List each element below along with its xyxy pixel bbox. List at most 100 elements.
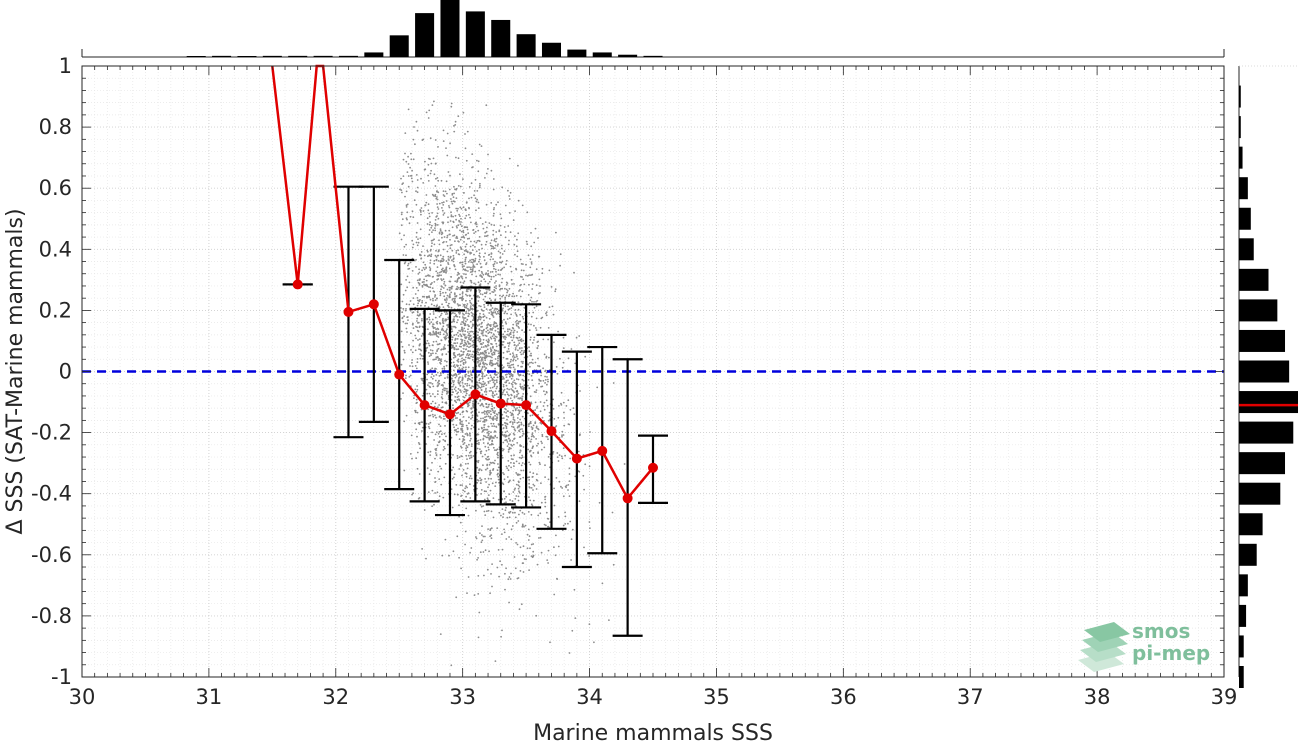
scatter-point: [431, 212, 433, 214]
scatter-point: [537, 428, 540, 431]
scatter-point: [440, 270, 443, 273]
scatter-point: [466, 426, 469, 429]
scatter-point: [527, 379, 530, 381]
scatter-point: [498, 481, 500, 484]
scatter-point: [470, 547, 473, 549]
scatter-point: [460, 446, 463, 449]
scatter-point: [445, 335, 447, 337]
scatter-point: [461, 330, 464, 333]
scatter-point: [481, 404, 484, 406]
scatter-point: [488, 355, 491, 358]
scatter-point: [484, 549, 487, 552]
scatter-point: [535, 317, 538, 320]
scatter-point: [486, 568, 489, 571]
scatter-point: [472, 324, 475, 326]
scatter-point: [407, 185, 410, 188]
scatter-point: [484, 280, 487, 283]
scatter-point: [421, 357, 424, 360]
scatter-point: [533, 336, 536, 339]
scatter-point: [562, 495, 565, 498]
scatter-point: [507, 364, 509, 367]
scatter-point: [511, 295, 514, 298]
scatter-point: [400, 213, 403, 216]
scatter-point: [515, 294, 518, 297]
scatter-point: [419, 343, 421, 345]
scatter-point: [415, 241, 418, 244]
scatter-point: [510, 364, 513, 366]
scatter-point: [448, 289, 451, 291]
right-hist-bar: [1239, 329, 1286, 352]
scatter-point: [403, 469, 406, 472]
scatter-point: [406, 322, 409, 325]
scatter-point: [431, 242, 433, 245]
scatter-point: [469, 320, 472, 323]
scatter-point: [520, 409, 522, 412]
scatter-point: [508, 293, 511, 296]
scatter-point: [429, 249, 432, 252]
scatter-point: [497, 273, 500, 276]
scatter-point: [477, 374, 480, 377]
scatter-point: [532, 499, 535, 502]
scatter-point: [410, 332, 412, 335]
scatter-point: [521, 434, 524, 437]
scatter-point: [432, 344, 434, 347]
scatter-point: [477, 358, 479, 361]
scatter-point: [511, 423, 514, 425]
scatter-point: [478, 260, 480, 263]
scatter-point: [522, 351, 525, 354]
scatter-point: [468, 213, 470, 216]
scatter-point: [498, 285, 501, 288]
scatter-point: [402, 320, 405, 323]
scatter-point: [466, 345, 469, 348]
x-tick-label: 30: [69, 685, 96, 709]
scatter-point: [491, 291, 494, 293]
scatter-point: [507, 437, 510, 440]
scatter-point: [475, 221, 477, 224]
scatter-point: [434, 222, 437, 225]
scatter-point: [474, 222, 477, 225]
scatter-point: [501, 253, 504, 255]
scatter-point: [521, 399, 523, 401]
scatter-point: [494, 268, 497, 271]
scatter-point: [412, 297, 415, 299]
scatter-point: [418, 348, 420, 350]
scatter-point: [515, 336, 518, 339]
scatter-point: [465, 306, 468, 309]
scatter-point: [487, 415, 490, 418]
scatter-point: [453, 369, 455, 372]
scatter-point: [456, 396, 459, 399]
scatter-point: [468, 416, 470, 419]
scatter-point: [461, 420, 463, 423]
scatter-point: [509, 375, 511, 378]
scatter-point: [411, 457, 413, 460]
scatter-point: [503, 378, 505, 380]
scatter-point: [430, 255, 432, 258]
scatter-point: [501, 277, 504, 280]
scatter-point: [458, 515, 460, 518]
scatter-point: [519, 339, 522, 342]
scatter-point: [521, 511, 524, 514]
scatter-point: [452, 254, 455, 257]
scatter-point: [431, 400, 434, 403]
scatter-point: [508, 536, 510, 538]
scatter-point: [492, 516, 495, 519]
scatter-point: [407, 175, 410, 177]
top-hist-bar: [415, 13, 435, 57]
scatter-point: [541, 435, 544, 438]
scatter-point: [526, 384, 529, 387]
scatter-point: [453, 299, 456, 302]
scatter-point: [477, 439, 480, 442]
scatter-point: [493, 212, 495, 215]
scatter-point: [541, 433, 544, 436]
scatter-point: [448, 206, 451, 209]
scatter-point: [507, 578, 510, 581]
scatter-point: [489, 347, 492, 349]
scatter-point: [511, 389, 514, 392]
scatter-point: [445, 319, 447, 322]
scatter-point: [470, 407, 472, 410]
scatter-point: [567, 489, 569, 491]
scatter-point: [437, 381, 439, 384]
scatter-point: [484, 221, 487, 224]
scatter-point: [451, 338, 453, 341]
scatter-point: [555, 534, 557, 537]
